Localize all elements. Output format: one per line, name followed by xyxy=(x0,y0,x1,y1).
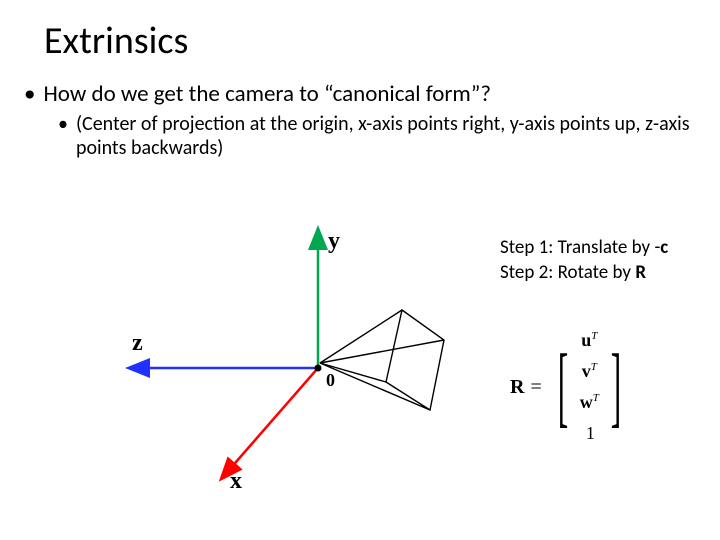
steps-text: Step 1: Translate by -c Step 2: Rotate b… xyxy=(500,236,668,285)
x-axis-label: x xyxy=(230,468,242,495)
slide-title: Extrinsics xyxy=(44,18,188,64)
matrix-body: [ uT vT wT 1 ] xyxy=(548,330,631,444)
axes-diagram: y z x 0 xyxy=(110,210,450,510)
y-axis-label: y xyxy=(328,228,340,255)
bullet-dot-sub: • xyxy=(58,112,68,136)
rotation-matrix: R = [ uT vT wT 1 ] xyxy=(510,330,631,444)
matrix-lhs: R xyxy=(510,376,524,399)
origin-label: 0 xyxy=(326,370,335,391)
camera-frustum xyxy=(320,310,444,410)
x-axis xyxy=(222,368,318,478)
left-bracket: [ xyxy=(557,353,567,421)
bullet-sub-text: (Center of projection at the origin, x-a… xyxy=(76,112,700,160)
z-axis-label: z xyxy=(132,330,143,357)
matrix-row-w: wT xyxy=(580,392,599,413)
bullet-dot: • xyxy=(24,80,35,108)
diagram-svg xyxy=(110,210,450,510)
matrix-eq: = xyxy=(530,376,541,399)
matrix-row-1: 1 xyxy=(580,423,599,444)
matrix-row-u: uT xyxy=(580,330,599,351)
step-1: Step 1: Translate by -c xyxy=(500,236,668,261)
origin-dot xyxy=(315,365,322,372)
right-bracket: ] xyxy=(611,353,621,421)
step-2: Step 2: Rotate by R xyxy=(500,261,668,286)
matrix-row-v: vT xyxy=(580,361,599,382)
bullet-sub: • (Center of projection at the origin, x… xyxy=(58,112,700,160)
bullet-main: • How do we get the camera to “canonical… xyxy=(24,80,491,108)
bullet-main-text: How do we get the camera to “canonical f… xyxy=(43,80,491,108)
